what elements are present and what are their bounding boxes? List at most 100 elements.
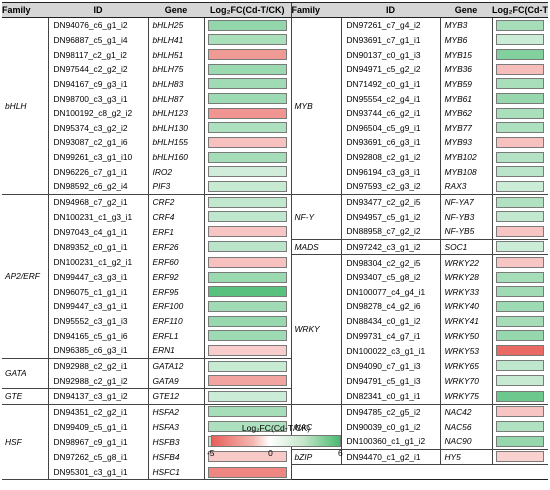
gene-id-cell: DN92988_c2_g2_i1: [47, 358, 148, 374]
family-cell: bZIP: [290, 449, 341, 466]
gene-name-cell: MYB61: [439, 91, 492, 106]
fc-cell: [203, 32, 291, 48]
gene-id-cell: DN98117_c2_g1_i2: [47, 47, 148, 62]
fc-cell: [203, 404, 291, 420]
fc-cell: [203, 269, 291, 285]
heatmap-swatch: [207, 136, 287, 148]
gene-name-cell: WRKY75: [439, 388, 492, 405]
gene-name-cell: NAC42: [439, 404, 492, 420]
fc-cell: [491, 239, 548, 256]
heatmap-swatch: [207, 49, 287, 61]
fc-cell: [491, 32, 548, 48]
gene-name-cell: GATA12: [147, 358, 204, 374]
gene-name-cell: ERN1: [147, 343, 204, 359]
heatmap-swatch: [495, 345, 544, 357]
gene-name-cell: MYB93: [439, 135, 492, 150]
gene-id-cell: DN94165_c5_g1_i6: [47, 328, 148, 344]
table-row: DN94165_c5_g1_i6 ERFL1 DN99731_c4_g7_i1 WRK…: [2, 328, 548, 344]
heatmap-swatch: [495, 93, 544, 105]
heatmap-swatch: [207, 390, 287, 402]
gene-id-cell: DN94971_c5_g2_i2: [340, 61, 440, 77]
gene-id-cell: DN96504_c5_g9_i1: [340, 120, 440, 136]
heatmap-swatch: [207, 63, 287, 75]
gene-name-cell: CRF4: [147, 209, 204, 224]
gene-id-cell: DN98700_c3_g3_i1: [47, 91, 148, 106]
heatmap-swatch: [495, 421, 544, 433]
gene-id-cell: DN88958_c7_g2_i2: [340, 223, 440, 240]
heatmap-swatch: [495, 151, 544, 163]
fc-cell: [203, 164, 291, 180]
heatmap-swatch: [495, 300, 544, 312]
fc-cell: [203, 47, 291, 62]
header-id: ID: [341, 2, 440, 18]
gene-name-cell: WRKY50: [439, 328, 492, 344]
gene-id-cell: DN98304_c2_g2_i5: [340, 254, 440, 270]
gene-id-cell: DN94785_c2_g5_i2: [340, 404, 440, 420]
gene-id-cell: DN100022_c3_g1_i1: [340, 343, 440, 359]
table-row: DN100192_c8_g2_i2 bHLH123 DN93744_c6_g2_i1…: [2, 105, 548, 121]
fc-cell: [203, 328, 291, 344]
gene-name-cell: MYB15: [439, 47, 492, 62]
family-cell: bHLH: [2, 17, 48, 195]
gene-name-cell: RAX3: [439, 179, 492, 195]
table-row: DN97043_c4_g1_i1 ERF1 DN88958_c7_g2_i2 NF-Y…: [2, 223, 548, 240]
gene-id-cell: DN96075_c1_g1_i1: [47, 284, 148, 300]
gene-name-cell: NF-YA7: [439, 194, 492, 210]
heatmap-swatch: [207, 166, 287, 178]
fc-cell: [203, 449, 291, 465]
gene-id-cell: DN93087_c2_g1_i6: [47, 135, 148, 150]
gene-name-cell: WRKY53: [439, 343, 492, 359]
table-row: DN96385_c6_g3_i1 ERN1 DN100022_c3_g1_i1 WRK…: [2, 343, 548, 359]
heatmap-swatch: [495, 241, 544, 253]
heatmap-swatch: [495, 34, 544, 46]
heatmap-swatch: [207, 196, 287, 208]
fc-cell: [203, 91, 291, 106]
gene-id-cell: DN95552_c3_g1_i3: [47, 313, 148, 329]
header-fc: Log₂FC(Cd-T/CK): [204, 2, 291, 18]
gene-id-cell: DN95301_c3_g1_i1: [47, 464, 148, 481]
fc-cell: [203, 135, 291, 150]
gene-id-cell: DN97593_c2_g3_i2: [340, 179, 440, 195]
heatmap-swatch: [495, 78, 544, 90]
gene-id-cell: DN98278_c4_g2_i6: [340, 299, 440, 314]
heatmap-swatch: [207, 93, 287, 105]
table-row: DN92988_c2_g1_i2 GATA9 DN94791_c5_g1_i3 WRK…: [2, 373, 548, 390]
heatmap-swatch: [207, 300, 287, 312]
gene-id-cell: DN100360_c1_g1_i2: [340, 433, 440, 450]
fc-cell: [491, 194, 548, 210]
gene-name-cell: ERF110: [147, 313, 204, 329]
heatmap-swatch: [207, 241, 287, 253]
table-row: DN98700_c3_g3_i1 bHLH87 DN95554_c2_g4_i1 MY…: [2, 91, 548, 106]
gene-id-cell: DN96194_c3_g3_i1: [340, 164, 440, 180]
gene-id-cell: DN92988_c2_g1_i2: [47, 373, 148, 390]
table-row: DN96075_c1_g1_i1 ERF95 DN100077_c4_g4_i1 WR…: [2, 284, 548, 300]
gene-name-cell: WRKY28: [439, 269, 492, 285]
legend-min-label: -5: [207, 448, 215, 458]
expression-table: Family ID Gene Log₂FC(Cd-T/CK) Family ID…: [2, 2, 548, 481]
table-row: DN99409_c5_g1_i1 HSFA3 DN90039_c0_g1_i2 NAC…: [2, 419, 548, 434]
heatmap-swatch: [207, 19, 287, 31]
gene-name-cell: ERF1: [147, 223, 204, 240]
gene-id-cell: DN71492_c0_g1_i1: [340, 76, 440, 92]
heatmap-swatch: [207, 151, 287, 163]
gene-id-cell: DN94137_c3_g1_i2: [47, 388, 148, 405]
gene-id-cell: DN96887_c5_g1_i4: [47, 32, 148, 48]
table-row: DN99261_c3_g1_i10 bHLH160 DN92808_c2_g1_i2…: [2, 149, 548, 165]
gene-id-cell: DN90137_c0_g1_i3: [340, 47, 440, 62]
fc-cell: [203, 358, 291, 374]
table-row: DN97544_c2_g2_i2 bHLH75 DN94971_c5_g2_i2 MY…: [2, 61, 548, 77]
table-row: DN93087_c2_g1_i6 bHLH155 DN93691_c6_g3_i1 M…: [2, 135, 548, 150]
heatmap-swatch: [207, 271, 287, 283]
fc-cell: [203, 239, 291, 255]
gene-id-cell: DN97544_c2_g2_i2: [47, 61, 148, 77]
fc-cell: [491, 120, 548, 136]
gene-id-cell: DN97262_c5_g8_i1: [47, 449, 148, 465]
heatmap-swatch: [207, 211, 287, 223]
heatmap-swatch: [495, 19, 544, 31]
gene-name-cell: WRKY70: [439, 373, 492, 389]
gene-id-cell: DN92808_c2_g1_i2: [340, 149, 440, 165]
fc-cell: [491, 76, 548, 92]
table-row: DN98117_c2_g1_i2 bHLH51 DN90137_c0_g1_i3 MY…: [2, 47, 548, 62]
family-cell: AP2/ERF: [2, 194, 48, 359]
heatmap-swatch: [495, 257, 544, 269]
